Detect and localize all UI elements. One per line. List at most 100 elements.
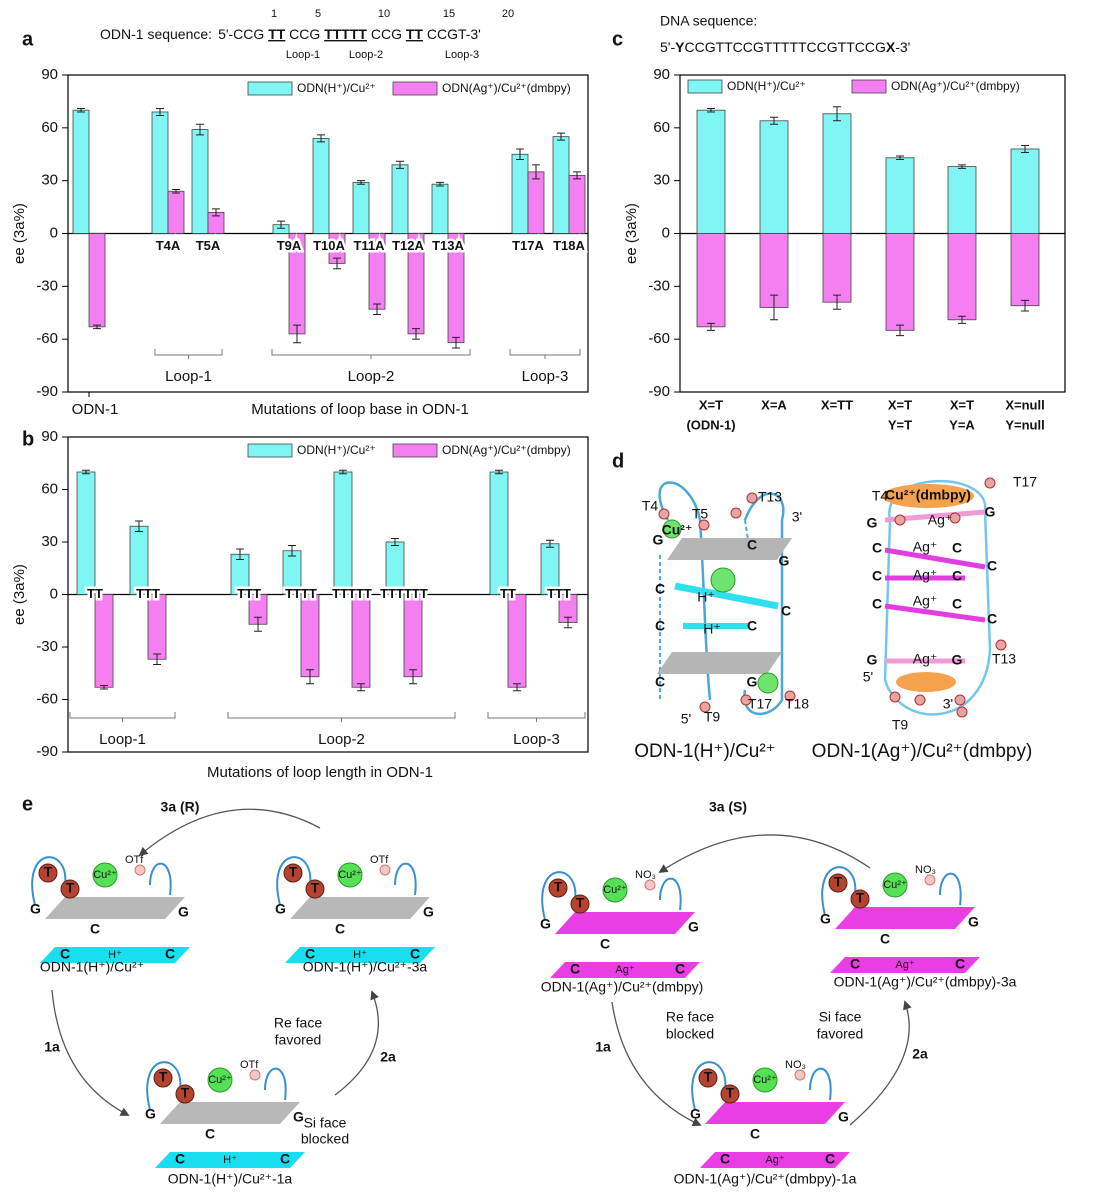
scheme-label: ODN-1(H⁺)/Cu²⁺-1a	[168, 1171, 293, 1187]
cycle-arrow	[334, 990, 379, 1096]
diagram-caption: ODN-1(Ag⁺)/Cu²⁺(dmbpy)	[812, 741, 1033, 762]
bar	[167, 190, 185, 234]
diagram-label: G	[779, 553, 790, 569]
scheme-label: Si face	[304, 1115, 347, 1131]
cu-ion	[337, 862, 363, 888]
scheme-label: ODN-1(Ag⁺)/Cu²⁺(dmbpy)-3a	[834, 974, 1017, 990]
strand	[31, 856, 172, 906]
legend-swatch	[851, 79, 887, 94]
strand	[691, 1061, 832, 1111]
diagram-shape	[698, 519, 710, 531]
error-bar	[293, 324, 301, 344]
diagram-label: T18	[785, 696, 809, 712]
legend-label: ODN(H⁺)/Cu²⁺	[297, 443, 376, 457]
cartoon-label: C	[600, 936, 610, 952]
sequence-part: CCGT-3'	[423, 26, 481, 42]
strand	[541, 871, 682, 921]
cartoon-label: OTf	[125, 854, 144, 866]
x-tick-label: ODN-1	[72, 401, 119, 418]
diagram-shape	[949, 512, 961, 524]
bar	[696, 109, 726, 234]
diagram-label: T4	[642, 498, 659, 514]
cartoon-label: T	[289, 864, 298, 880]
error-bar	[93, 324, 101, 330]
base-plate	[290, 897, 430, 919]
sequence-part: X	[886, 39, 896, 55]
scheme-label: 2a	[912, 1046, 928, 1062]
error-bar	[516, 148, 524, 161]
x-tick-label: TTT	[237, 586, 261, 601]
group-label: Loop-1	[99, 731, 146, 748]
diagram-label: Ag⁺	[913, 539, 938, 555]
diagram-shape	[784, 690, 796, 702]
error-bar	[153, 653, 161, 665]
error-bar	[357, 180, 365, 185]
bead	[794, 1069, 806, 1081]
thymine	[60, 879, 80, 899]
scheme-label: 2a	[380, 1049, 396, 1065]
sequence-part: -3'	[895, 39, 910, 55]
bar	[352, 182, 370, 234]
diagram-shape	[882, 484, 974, 508]
x-tick-label: X=null	[1005, 397, 1044, 412]
error-bar	[546, 539, 554, 548]
legend-label: ODN(H⁺)/Cu²⁺	[727, 79, 806, 93]
sequence-part: 5'-	[660, 39, 675, 55]
bar	[507, 594, 527, 688]
error-bar	[564, 616, 572, 629]
cartoon-label: T	[726, 1085, 735, 1101]
sequence-position: 15	[443, 8, 455, 20]
scheme-label: favored	[817, 1026, 864, 1042]
x-tick-label: Y=null	[1005, 417, 1044, 432]
thymine	[38, 863, 58, 883]
cartoon-label: Ag⁺	[765, 1154, 784, 1166]
legend-swatch	[392, 81, 438, 96]
bar	[822, 113, 852, 234]
diagram-shape	[730, 507, 742, 519]
cartoon-label: C	[280, 1151, 290, 1167]
error-bar	[452, 336, 460, 349]
group-bracket	[154, 349, 223, 359]
x-tick-label: X=T	[699, 397, 723, 412]
diagram-label: C	[952, 568, 962, 584]
diagram-label: G	[867, 515, 878, 531]
error-bar	[707, 322, 715, 331]
bead	[134, 864, 146, 876]
cartoon-label: NO₃	[635, 869, 656, 881]
bar	[72, 109, 90, 234]
scheme-label: 3a (S)	[709, 799, 747, 815]
cartoon-label: C	[850, 956, 860, 972]
group-label: Loop-2	[348, 368, 395, 385]
y-tick-label: 60	[653, 119, 670, 136]
diagram-shape	[662, 519, 682, 539]
legend-label: ODN(Ag⁺)/Cu²⁺(dmbpy)	[891, 79, 1020, 93]
cartoon-label: G	[293, 1109, 304, 1125]
cartoon-label: Cu²⁺	[753, 1074, 777, 1086]
cartoon-label: Ag⁺	[615, 964, 634, 976]
sequence-label: ODN-1 sequence:	[100, 26, 212, 42]
cartoon-label: Cu²⁺	[93, 869, 117, 881]
cartoon-label: C	[165, 946, 175, 962]
diagram-shape	[984, 477, 996, 489]
x-tick-label: TTTTT	[332, 586, 372, 601]
cartoon-label: H⁺	[353, 949, 367, 961]
cartoon-label: Cu²⁺	[338, 869, 362, 881]
diagram-shape	[995, 639, 1007, 651]
loop-label: Loop-1	[286, 49, 320, 61]
scheme-label: favored	[275, 1032, 322, 1048]
sequence-part: TTTTT	[324, 26, 367, 42]
cartoon-label: T	[44, 864, 53, 880]
error-bar	[958, 164, 966, 169]
bar	[300, 594, 320, 678]
scheme-label: blocked	[301, 1131, 349, 1147]
cartoon-label: G	[688, 919, 699, 935]
x-axis-label: Mutations of loop base in ODN-1	[251, 401, 469, 418]
error-bar	[172, 188, 180, 194]
y-tick-label: 0	[50, 585, 58, 602]
error-bar	[1021, 144, 1029, 153]
thymine	[283, 863, 303, 883]
error-bar	[495, 469, 503, 475]
cartoon-label: C	[335, 921, 345, 937]
error-bar	[391, 538, 399, 546]
diagram-shape	[746, 492, 758, 504]
